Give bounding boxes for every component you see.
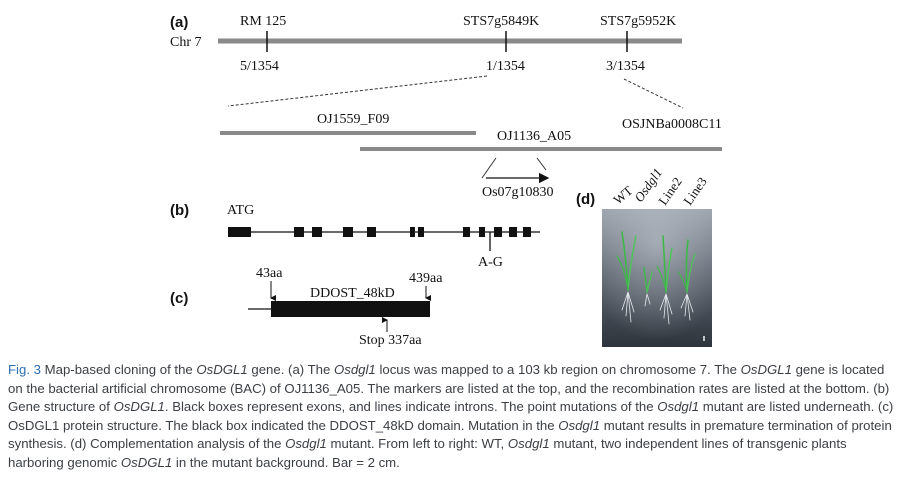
panel-a-label: (a) (170, 14, 188, 31)
marker-name-sts7g5849k: STS7g5849K (463, 14, 539, 29)
gene-zoom-left (481, 157, 497, 179)
domain-box (271, 301, 430, 317)
caption-text-run: Osdgl1 (285, 436, 327, 452)
seedling-plate-photo (602, 209, 712, 347)
caption-text-run: Osdgl1 (558, 417, 601, 433)
exon-4 (343, 227, 353, 237)
caption-text-run: mutant. From left to right: WT, (326, 436, 508, 452)
caption-text-run: OsDGL1 (113, 399, 165, 415)
figure-label: Fig. 3 (8, 362, 41, 377)
exon-6 (410, 227, 415, 237)
gene-zoom-right (536, 157, 547, 171)
caption-text-run: . Black boxes represent exons, and lines… (164, 399, 658, 415)
figure-caption: Fig. 3 Map-based cloning of the OsDGL1 g… (8, 361, 894, 473)
exon-9 (479, 227, 485, 237)
exon-11 (509, 227, 517, 237)
caption-text-run: Osdgl1 (507, 436, 550, 452)
gene-name: Os07g10830 (482, 185, 554, 200)
exon-boxes (228, 227, 531, 237)
bac-name-oj1136-a05: OJ1136_A05 (497, 129, 571, 144)
line-label-line3: Line3 (680, 174, 710, 207)
chromosome-label: Chr 7 (170, 35, 202, 50)
mutation-label: A-G (478, 255, 503, 270)
caption-text-run: OsDGL1 (120, 454, 173, 470)
exon-12 (523, 227, 531, 237)
seedling-wt (616, 231, 637, 323)
exon-3 (312, 227, 322, 237)
caption-text-run: Osdgl1 (333, 362, 376, 377)
recombination-rate-sts7g5849k: 1/1354 (486, 59, 525, 74)
zoom-line-left (227, 75, 488, 107)
exon-8 (463, 227, 470, 237)
marker-name-sts7g5952k: STS7g5952K (600, 14, 676, 29)
exon-1 (228, 227, 251, 237)
caption-text-run: OsDGL1 (740, 362, 792, 377)
panel-c-label: (c) (170, 290, 188, 307)
figure-3: (a) Chr 7 RM 125 STS7g5849K STS7g5952K 5… (170, 14, 722, 348)
domain-name: DDOST_48kD (310, 286, 395, 301)
bac-name-oj1559-f09: OJ1559_F09 (317, 112, 389, 127)
caption-text-run: gene. (a) The (247, 362, 334, 377)
atg-label: ATG (227, 203, 254, 218)
caption-body: Map-based cloning of the OsDGL1 gene. (a… (8, 362, 893, 470)
caption-text-run: mutant are listed underneath. (c) OsDGL1… (8, 399, 894, 433)
marker-name-rm125: RM 125 (240, 14, 286, 29)
panel-b-label: (b) (170, 202, 189, 219)
stop-label: Stop 337aa (359, 333, 422, 348)
caption-text-run: mutant results in premature termination … (8, 417, 892, 452)
exon-7 (418, 227, 424, 237)
protein-start-pos: 43aa (256, 266, 283, 281)
exon-2 (294, 227, 304, 237)
caption-text-run: gene is located on the bacterial artific… (8, 362, 890, 415)
exon-5 (367, 227, 376, 237)
caption-text-run: mutant, two independent lines of transge… (8, 436, 847, 470)
protein-end-pos: 439aa (409, 271, 443, 286)
caption-text-run: Map-based cloning of the (40, 362, 197, 377)
recombination-rate-sts7g5952k: 3/1354 (606, 59, 645, 74)
recombination-rate-rm125: 5/1354 (240, 59, 279, 74)
bac-name-osjnba0008c11: OSJNBa0008C11 (622, 117, 722, 132)
caption-text-run: Osdgl1 (657, 399, 700, 415)
seedling-line2 (656, 235, 673, 325)
panel-d-label: (d) (576, 191, 595, 208)
exon-10 (494, 227, 502, 237)
caption-text-run: OsDGL1 (196, 362, 248, 377)
caption-text-run: locus was mapped to a 103 kb region on c… (375, 362, 741, 377)
caption-text-run: in the mutant background. Bar = 2 cm. (172, 454, 400, 470)
seedling-osdgl1 (643, 267, 653, 307)
zoom-line-right (623, 78, 684, 109)
seedling-line3 (677, 239, 696, 321)
